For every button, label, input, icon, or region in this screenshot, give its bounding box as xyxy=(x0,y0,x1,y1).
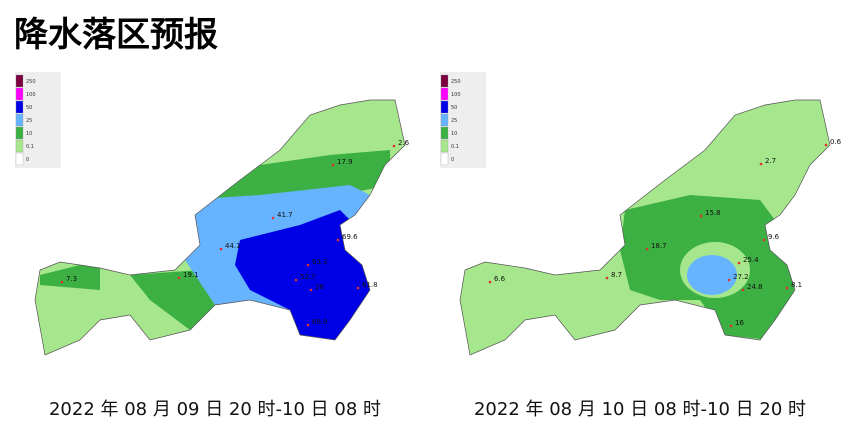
legend-label: 100 xyxy=(451,92,461,98)
legend-swatch xyxy=(440,113,449,127)
station-dot xyxy=(60,280,64,284)
station-dot xyxy=(306,263,310,267)
station-value: 2.6 xyxy=(398,139,410,147)
station-dot xyxy=(294,278,298,282)
caption: 2022 年 08 月 10 日 08 时-10 日 20 时 xyxy=(474,399,806,420)
station-dot xyxy=(645,247,649,251)
legend-label: 10 xyxy=(451,131,457,137)
legend-swatch xyxy=(440,100,449,114)
station-dot xyxy=(605,276,609,280)
station-dot xyxy=(392,144,396,148)
station-value: 61.8 xyxy=(362,281,378,289)
station-dot xyxy=(737,261,741,265)
station-value: 7.3 xyxy=(66,275,77,283)
legend-label: 25 xyxy=(26,118,32,124)
legend-label: 250 xyxy=(26,79,36,85)
legend-label: 10 xyxy=(26,131,32,137)
legend-swatch xyxy=(440,74,449,88)
overlays: 2501005025100.102.617.941.769.644.163.35… xyxy=(15,72,842,420)
station-value: 63.3 xyxy=(312,258,328,266)
station-dot xyxy=(309,288,313,292)
caption: 2022 年 08 月 09 日 20 时-10 日 08 时 xyxy=(49,399,381,420)
station-dot xyxy=(762,238,766,242)
station-dot xyxy=(741,288,745,292)
station-value: 68.9 xyxy=(312,318,328,326)
station-dot xyxy=(729,324,733,328)
station-dot xyxy=(727,278,731,282)
station-dot xyxy=(219,247,223,251)
legend-swatch xyxy=(15,100,24,114)
legend-label: 50 xyxy=(26,105,32,111)
station-value: 44.1 xyxy=(225,242,241,250)
station-dot xyxy=(759,162,763,166)
map-right xyxy=(460,100,830,355)
station-dot xyxy=(336,238,340,242)
station-dot xyxy=(306,323,310,327)
legend-label: 100 xyxy=(26,92,36,98)
legend-swatch xyxy=(440,139,449,153)
station-value: 16 xyxy=(735,319,744,327)
legend-label: 25 xyxy=(451,118,457,124)
station-dot xyxy=(699,214,703,218)
station-value: 18.7 xyxy=(651,242,667,250)
legend-swatch xyxy=(15,152,24,166)
station-dot xyxy=(488,280,492,284)
legend-label: 0.1 xyxy=(451,144,459,150)
station-dot xyxy=(271,216,275,220)
station-value: 8.1 xyxy=(791,281,802,289)
station-dot xyxy=(331,163,335,167)
station-dot xyxy=(177,276,181,280)
legend-swatch xyxy=(15,139,24,153)
legend-label: 50 xyxy=(451,105,457,111)
station-value: 25.4 xyxy=(743,256,759,264)
legend-swatch xyxy=(440,87,449,101)
station-value: 27.2 xyxy=(733,273,749,281)
legend-label: 250 xyxy=(451,79,461,85)
station-value: 2.7 xyxy=(765,157,776,165)
station-value: 17.9 xyxy=(337,158,353,166)
legend-swatch xyxy=(15,74,24,88)
map-left xyxy=(35,100,405,355)
station-value: 9.6 xyxy=(768,233,780,241)
legend-swatch xyxy=(440,126,449,140)
station-value: 8.7 xyxy=(611,271,622,279)
station-value: 69.6 xyxy=(342,233,358,241)
station-dot xyxy=(356,286,360,290)
legend-swatch xyxy=(440,152,449,166)
title: 降水落区预报 xyxy=(14,15,218,55)
legend-label: 0.1 xyxy=(26,144,34,150)
station-value: 24.8 xyxy=(747,283,763,291)
station-value: 41.7 xyxy=(277,211,293,219)
station-value: 15.8 xyxy=(705,209,721,217)
station-value: 52.7 xyxy=(300,273,316,281)
legend-swatch xyxy=(15,113,24,127)
legend-swatch xyxy=(15,126,24,140)
legend-label: 0 xyxy=(451,157,454,163)
legend-swatch xyxy=(15,87,24,101)
station-value: 0.6 xyxy=(830,138,842,146)
station-dot xyxy=(824,143,828,147)
station-value: 6.6 xyxy=(494,275,506,283)
station-dot xyxy=(785,286,789,290)
station-value: 19.1 xyxy=(183,271,199,279)
station-value: 38 xyxy=(315,283,324,291)
legend-label: 0 xyxy=(26,157,29,163)
